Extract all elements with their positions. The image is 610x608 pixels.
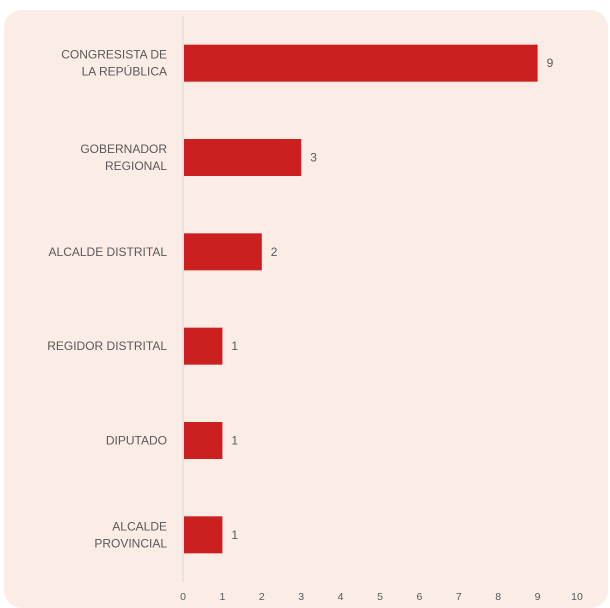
x-tick-label: 8	[495, 591, 501, 603]
data-label: 9	[547, 56, 554, 70]
data-label: 1	[231, 339, 238, 353]
category-label-line: CONGRESISTA DE	[61, 48, 167, 62]
data-labels-group: 9 3 2 1 1 1	[231, 56, 553, 542]
bar	[184, 516, 223, 554]
data-label: 1	[231, 528, 238, 542]
category-label: GOBERNADOR REGIONAL	[80, 142, 167, 173]
x-tick-label: 4	[338, 591, 344, 603]
category-label: ALCALDE PROVINCIAL	[94, 519, 167, 550]
category-labels-group: CONGRESISTA DE LA REPÚBLICA GOBERNADOR REGI…	[47, 48, 167, 551]
category-label: CONGRESISTA DE LA REPÚBLICA	[61, 48, 167, 79]
data-label: 1	[231, 434, 238, 448]
x-tick-labels-group: 0 1 2 3 4 5 6 7 8 9 10	[180, 591, 583, 603]
category-label: REGIDOR DISTRITAL	[47, 339, 167, 353]
chart-background-panel	[4, 10, 608, 608]
bar	[184, 327, 223, 365]
bar	[184, 233, 262, 271]
category-label: DIPUTADO	[106, 434, 167, 448]
category-label-line: ALCALDE	[112, 519, 167, 533]
x-tick-label: 3	[298, 591, 304, 603]
bars-group	[184, 44, 538, 554]
x-tick-label: 1	[219, 591, 225, 603]
x-tick-label: 6	[416, 591, 422, 603]
data-label: 2	[271, 245, 278, 259]
data-label: 3	[310, 151, 317, 165]
category-label-line: PROVINCIAL	[94, 536, 167, 550]
bar	[184, 139, 302, 176]
category-label-line: DIPUTADO	[106, 434, 167, 448]
category-label: ALCALDE DISTRITAL	[49, 245, 168, 259]
x-tick-label: 0	[180, 591, 186, 603]
category-label-line: REGIDOR DISTRITAL	[47, 339, 167, 353]
category-label-line: LA REPÚBLICA	[82, 64, 167, 79]
x-tick-label: 7	[456, 591, 462, 603]
bar	[184, 422, 223, 459]
category-label-line: ALCALDE DISTRITAL	[49, 245, 168, 259]
bar	[184, 44, 538, 82]
x-tick-label: 10	[571, 591, 583, 603]
x-tick-label: 9	[535, 591, 541, 603]
category-label-line: REGIONAL	[105, 159, 167, 173]
category-label-line: GOBERNADOR	[80, 142, 167, 156]
x-tick-label: 5	[377, 591, 383, 603]
x-tick-label: 2	[259, 591, 265, 603]
